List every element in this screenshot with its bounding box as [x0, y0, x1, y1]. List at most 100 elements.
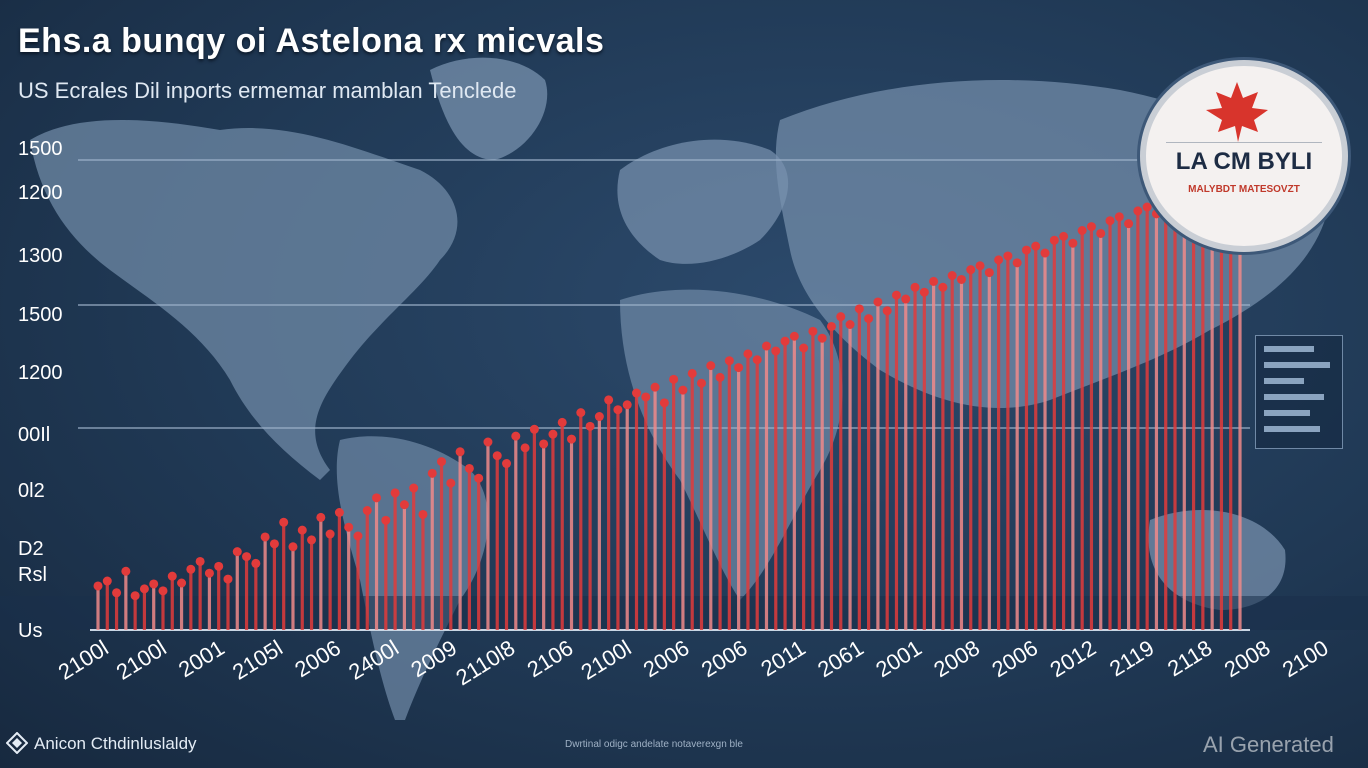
bar	[727, 360, 731, 630]
x-tick-label: 2008	[929, 635, 984, 682]
bar-marker	[910, 282, 920, 292]
bar	[198, 561, 202, 630]
bar	[820, 338, 824, 630]
bar	[105, 581, 109, 630]
bar-marker	[622, 400, 632, 410]
bar-marker	[650, 382, 660, 392]
chart-subtitle: US Ecrales Dil inports ermemar mamblan T…	[18, 78, 517, 103]
bar	[1061, 236, 1066, 630]
bar-marker	[1114, 212, 1124, 222]
bar	[857, 308, 861, 630]
bar-marker	[1105, 216, 1115, 226]
panel-row	[1264, 346, 1314, 352]
bar	[1108, 220, 1112, 631]
bar	[161, 590, 165, 630]
bar-marker	[446, 478, 456, 488]
bar	[282, 522, 286, 630]
y-tick-label: 1200	[18, 362, 63, 384]
bar	[449, 483, 453, 630]
bar	[235, 551, 239, 630]
bar	[263, 536, 267, 630]
bar-marker	[975, 261, 985, 271]
bar-marker	[1021, 245, 1031, 255]
bar	[1164, 201, 1168, 630]
x-tick-label: 2100	[1278, 635, 1333, 682]
bar-marker	[539, 439, 549, 449]
y-tick-label: Rsl	[18, 564, 47, 586]
maple-leaf-icon	[1206, 82, 1268, 142]
y-tick-label: 1500	[18, 138, 63, 160]
bar-marker	[511, 431, 521, 441]
bar	[653, 387, 657, 630]
x-tick-label: 2006	[697, 635, 752, 682]
bar-marker	[269, 539, 279, 549]
bar-marker	[177, 578, 187, 588]
bar-marker	[279, 517, 289, 527]
bar	[1034, 246, 1038, 630]
bar-marker	[891, 290, 901, 300]
brand-badge: LA CM BYLI MALYBDT MATESOVZT	[1140, 60, 1348, 252]
bar	[551, 434, 555, 630]
europe-landmass	[617, 139, 789, 264]
bar	[1006, 255, 1010, 631]
bar	[439, 461, 444, 630]
bar	[337, 512, 341, 630]
bar-marker	[641, 392, 651, 402]
bar-marker	[1133, 206, 1143, 216]
bar	[783, 341, 787, 630]
bar	[523, 447, 527, 630]
bar-marker	[687, 368, 697, 378]
bar	[356, 536, 360, 630]
badge-divider	[1166, 142, 1322, 143]
bar	[152, 583, 156, 630]
x-tick-label: 2006	[290, 635, 345, 682]
panel-row	[1264, 378, 1304, 384]
bar-marker	[669, 374, 679, 384]
bar-marker	[854, 304, 864, 314]
x-tick-label: 2100l	[112, 635, 171, 685]
bar	[867, 318, 871, 630]
bar-marker	[399, 500, 409, 510]
badge-subtitle: MALYBDT MATESOVZT	[1188, 184, 1300, 195]
bar-marker	[483, 437, 493, 447]
bar	[467, 468, 471, 630]
bar	[1117, 216, 1121, 630]
x-tick-label: 2105l	[228, 635, 287, 685]
x-tick-label: 2118	[1163, 635, 1216, 681]
bar-marker	[901, 294, 911, 304]
bar	[319, 517, 323, 630]
bar-marker	[761, 341, 771, 351]
bar	[1201, 187, 1205, 630]
bar-marker	[845, 320, 855, 329]
bar	[1126, 223, 1131, 631]
bar	[365, 510, 369, 630]
x-tick-label: 2110l8	[451, 635, 519, 690]
greenland-landmass	[430, 57, 548, 160]
bar	[913, 287, 917, 630]
y-tick-label: Us	[18, 620, 42, 642]
bar-marker	[817, 333, 827, 343]
bar	[774, 350, 778, 630]
footer-note: Dwrtinal odigc andelate notaverexgn ble	[565, 739, 743, 750]
bar	[477, 478, 481, 630]
bar-marker	[464, 463, 474, 473]
badge-title: LA CM BYLI	[1175, 148, 1313, 175]
bar-marker	[780, 336, 790, 346]
bar	[634, 393, 639, 630]
bar-marker	[956, 274, 966, 284]
bar-marker	[195, 556, 205, 566]
bar	[662, 402, 666, 630]
bar-marker	[585, 421, 595, 431]
bar	[1089, 226, 1094, 631]
panel-row	[1264, 410, 1310, 416]
bar-marker	[734, 363, 744, 373]
bar-marker	[242, 552, 252, 562]
bar-marker	[1068, 238, 1078, 248]
bar-marker	[316, 512, 326, 522]
bar-marker	[613, 405, 623, 415]
bar	[1154, 213, 1159, 630]
bar-marker	[966, 265, 976, 275]
bar	[588, 426, 592, 630]
bar	[347, 527, 351, 630]
